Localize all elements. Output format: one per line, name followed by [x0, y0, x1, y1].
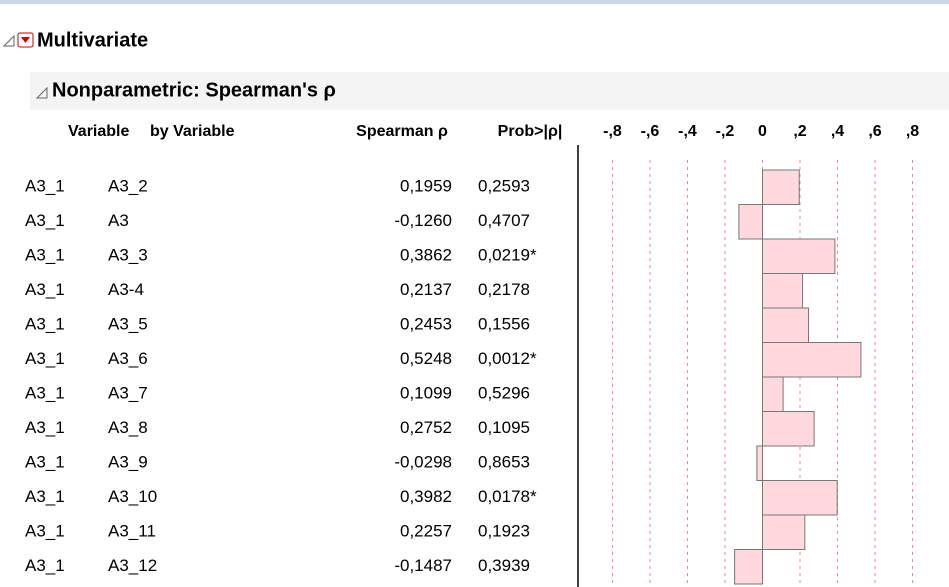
cell-prob: 0,2593 — [478, 177, 530, 196]
bar — [734, 549, 764, 585]
cell-variable: A3_1 — [25, 315, 65, 334]
menu-arrow — [21, 37, 30, 43]
bar — [738, 204, 763, 240]
bar — [762, 342, 862, 378]
x-tick-label: -,4 — [678, 123, 697, 140]
cell-by-variable: A3_5 — [108, 315, 148, 334]
bar — [762, 273, 804, 309]
x-tick-label: ,2 — [793, 123, 806, 140]
cell-by-variable: A3-4 — [108, 280, 144, 299]
cell-variable: A3_1 — [25, 246, 65, 265]
cell-by-variable: A3_8 — [108, 418, 148, 437]
cell-prob: 0,8653 — [478, 453, 530, 472]
subheader-bg — [30, 72, 949, 110]
cell-variable: A3_1 — [25, 418, 65, 437]
cell-prob: 0,5296 — [478, 384, 530, 403]
cell-rho: 0,3982 — [400, 487, 452, 506]
cell-variable: A3_1 — [25, 349, 65, 368]
cell-by-variable: A3_2 — [108, 177, 148, 196]
cell-rho: 0,2453 — [400, 315, 452, 334]
column-header: Variable — [68, 123, 129, 140]
cell-prob: 0,1556 — [478, 315, 530, 334]
report-title: Multivariate — [37, 29, 148, 51]
disclosure-icon[interactable] — [35, 86, 48, 99]
cell-by-variable: A3_9 — [108, 453, 148, 472]
cell-rho: 0,2257 — [400, 522, 452, 541]
x-tick-label: -,2 — [716, 123, 735, 140]
cell-by-variable: A3_3 — [108, 246, 148, 265]
cell-rho: -0,1487 — [394, 556, 452, 575]
cell-variable: A3_1 — [25, 453, 65, 472]
cell-rho: 0,1099 — [400, 384, 452, 403]
cell-prob: 0,2178 — [478, 280, 530, 299]
bar — [762, 480, 838, 516]
section-title: Nonparametric: Spearman's ρ — [52, 79, 336, 101]
cell-variable: A3_1 — [25, 522, 65, 541]
bar — [762, 307, 809, 343]
cell-by-variable: A3_7 — [108, 384, 148, 403]
column-header: by Variable — [150, 123, 235, 140]
cell-prob: 0,0012* — [478, 349, 537, 368]
x-tick-label: ,6 — [868, 123, 881, 140]
cell-variable: A3_1 — [25, 556, 65, 575]
cell-variable: A3_1 — [25, 280, 65, 299]
cell-rho: -0,0298 — [394, 453, 452, 472]
cell-rho: 0,2752 — [400, 418, 452, 437]
bar — [762, 514, 806, 550]
x-tick-label: -,6 — [641, 123, 660, 140]
x-tick-label: ,8 — [906, 123, 919, 140]
cell-prob: 0,4707 — [478, 211, 530, 230]
bar — [762, 376, 784, 412]
cell-by-variable: A3_10 — [108, 487, 157, 506]
cell-variable: A3_1 — [25, 211, 65, 230]
cell-prob: 0,0219* — [478, 246, 537, 265]
column-header: Spearman ρ — [356, 123, 448, 140]
cell-prob: 0,1923 — [478, 522, 530, 541]
cell-by-variable: A3_12 — [108, 556, 157, 575]
cell-variable: A3_1 — [25, 177, 65, 196]
x-tick-label: 0 — [758, 123, 767, 140]
bar — [762, 411, 815, 447]
cell-prob: 0,0178* — [478, 487, 537, 506]
column-header: Prob>|ρ| — [498, 123, 563, 140]
cell-by-variable: A3_6 — [108, 349, 148, 368]
cell-rho: 0,3862 — [400, 246, 452, 265]
cell-prob: 0,3939 — [478, 556, 530, 575]
bar — [762, 238, 836, 274]
cell-rho: -0,1260 — [394, 211, 452, 230]
x-tick-label: -,8 — [603, 123, 622, 140]
cell-prob: 0,1095 — [478, 418, 530, 437]
cell-variable: A3_1 — [25, 384, 65, 403]
cell-by-variable: A3_11 — [108, 522, 156, 541]
top-border — [0, 0, 949, 4]
cell-by-variable: A3 — [108, 211, 129, 230]
cell-variable: A3_1 — [25, 487, 65, 506]
disclosure-icon[interactable] — [2, 34, 15, 47]
bar — [762, 169, 800, 205]
cell-rho: 0,5248 — [400, 349, 452, 368]
bar — [756, 445, 763, 481]
cell-rho: 0,2137 — [400, 280, 452, 299]
x-tick-label: ,4 — [831, 123, 844, 140]
cell-rho: 0,1959 — [400, 177, 452, 196]
